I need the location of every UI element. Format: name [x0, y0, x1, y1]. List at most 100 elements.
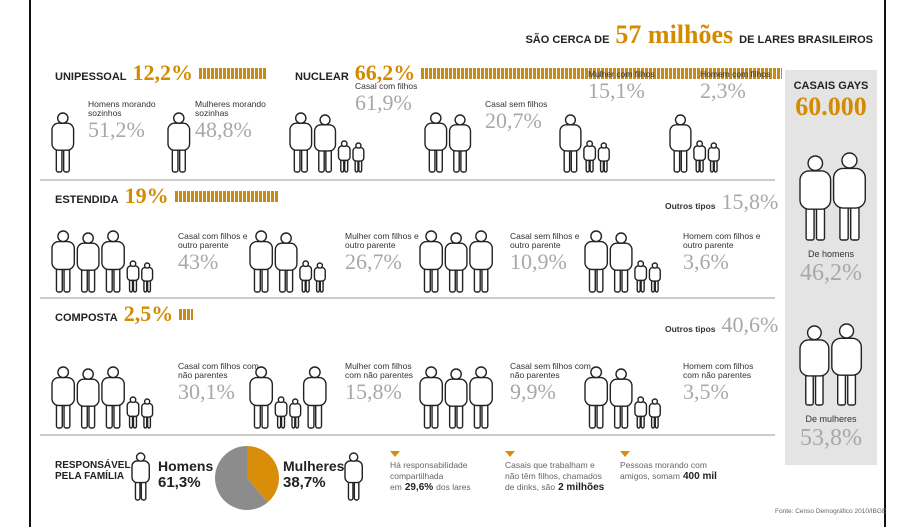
item: Casal com filhos 61,9%: [355, 82, 437, 115]
item-value: 9,9%: [510, 379, 556, 404]
person-part: [609, 378, 633, 407]
item-value: 43%: [178, 249, 219, 274]
person-icon: [126, 396, 140, 429]
person-part: [57, 112, 69, 124]
person-part: [450, 232, 462, 244]
person-part: [302, 260, 310, 268]
person-part: [291, 398, 299, 405]
item: Homem com filhos com não parentes 3,5%: [683, 362, 765, 404]
share-bar: [421, 67, 783, 79]
person-part: [707, 146, 720, 162]
person-part: [308, 366, 321, 379]
section-share: 66,2%: [354, 60, 416, 85]
person-part: [651, 262, 659, 269]
person-part: [126, 265, 140, 282]
person-part: [609, 242, 633, 271]
responsible-title: RESPONSÁVEL PELA FAMÍLIA: [55, 460, 131, 482]
note-text: Há responsabilidade compartilhada em: [390, 460, 468, 492]
person-part: [429, 112, 442, 124]
gay-title: CASAIS GAYS: [793, 80, 869, 92]
section-share: 12,2%: [132, 60, 194, 85]
person-part: [319, 114, 331, 126]
share-bar: [174, 190, 279, 202]
person-part: [107, 230, 120, 243]
person-part: [167, 122, 191, 151]
person-part: [586, 140, 594, 148]
others-value: 15,8%: [721, 189, 779, 214]
gay-item: De homens 46,2%: [785, 250, 877, 287]
person-part: [831, 337, 863, 376]
item-label: Mulher com filhos com não parentes: [345, 361, 414, 380]
item-value: 30,1%: [178, 379, 235, 404]
person-icon: [51, 366, 76, 429]
person-icon: [609, 368, 633, 429]
section-share: 2,5%: [123, 301, 174, 326]
share-name: Homens: [158, 458, 214, 474]
section-title: UNIPESSOAL: [55, 71, 127, 83]
header-number: 57 milhões: [615, 20, 734, 49]
person-icon: [274, 396, 288, 429]
item-label: Casal sem filhos com não parentes: [510, 361, 591, 380]
person-part: [615, 232, 627, 244]
item: Mulher com filhos com não parentes 15,8%: [345, 362, 427, 404]
person-icon: [584, 230, 609, 293]
person-part: [57, 366, 70, 379]
person-icon: [799, 155, 832, 241]
person-part: [424, 122, 448, 151]
person-icon: [344, 452, 363, 501]
person-part: [696, 140, 704, 148]
item-value: 3,5%: [683, 379, 729, 404]
person-part: [799, 170, 832, 210]
note: Há responsabilidade compartilhada em 29,6…: [390, 460, 495, 493]
person-part: [475, 230, 488, 243]
person-icon: [419, 230, 444, 293]
person-part: [280, 232, 292, 244]
item-value: 48,8%: [195, 117, 252, 142]
item-label: Casal sem filhos: [485, 99, 548, 109]
person-icon: [51, 230, 76, 293]
person-icon: [101, 366, 125, 429]
person-icon: [131, 452, 150, 501]
item-label: Homens morando sozinhos: [88, 99, 156, 118]
source: Fonte: Censo Demográfico 2010/IBGE: [775, 508, 887, 515]
note-tail: dos lares: [436, 482, 471, 492]
header-post: DE LARES BRASILEIROS: [739, 34, 873, 46]
person-part: [564, 114, 577, 126]
person-icon: [141, 262, 154, 293]
person-part: [344, 460, 363, 484]
item: Homem com filhos e outro parente 3,6%: [683, 232, 765, 274]
header-pre: SÃO CERCA DE: [525, 34, 610, 46]
item: Casal com filhos e outro parente 43%: [178, 232, 260, 274]
person-part: [634, 265, 648, 282]
item-value: 2,3%: [700, 78, 746, 103]
person-part: [141, 402, 154, 418]
item: Casal sem filhos 20,7%: [485, 100, 567, 133]
person-icon: [167, 112, 191, 173]
person-part: [637, 260, 645, 268]
person-part: [57, 230, 70, 243]
item-label: Casal sem filhos e outro parente: [510, 231, 580, 250]
person-part: [454, 114, 466, 126]
note: Casais que trabalham e não têm filhos, c…: [505, 460, 610, 493]
item: Mulher com filhos e outro parente 26,7%: [345, 232, 427, 274]
share-bar: [179, 308, 193, 320]
pie-slice: [247, 446, 279, 503]
share-label: Mulheres 38,7%: [283, 458, 344, 491]
person-icon: [584, 366, 609, 429]
item: Casal com filhos com não parentes 30,1%: [178, 362, 260, 404]
person-icon: [832, 152, 866, 241]
person-icon: [424, 112, 448, 173]
person-icon: [249, 366, 274, 429]
person-part: [648, 402, 661, 418]
person-icon: [444, 232, 468, 293]
section-header: COMPOSTA 2,5%: [55, 301, 193, 327]
share-bar: [199, 67, 266, 79]
note-highlight: 400 mil: [683, 471, 717, 482]
person-part: [76, 242, 100, 271]
person-icon: [609, 232, 633, 293]
person-part: [648, 266, 661, 282]
person-icon: [583, 140, 597, 173]
person-part: [590, 230, 603, 243]
person-part: [289, 402, 302, 418]
person-icon: [51, 112, 75, 173]
